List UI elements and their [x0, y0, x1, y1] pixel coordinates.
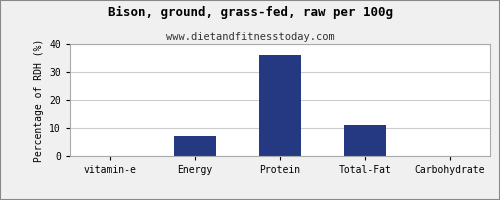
Text: Bison, ground, grass-fed, raw per 100g: Bison, ground, grass-fed, raw per 100g: [108, 6, 393, 19]
Bar: [344, 125, 386, 156]
Bar: [174, 136, 216, 156]
Bar: [259, 55, 301, 156]
Text: www.dietandfitnesstoday.com: www.dietandfitnesstoday.com: [166, 32, 334, 42]
Y-axis label: Percentage of RDH (%): Percentage of RDH (%): [34, 38, 43, 162]
